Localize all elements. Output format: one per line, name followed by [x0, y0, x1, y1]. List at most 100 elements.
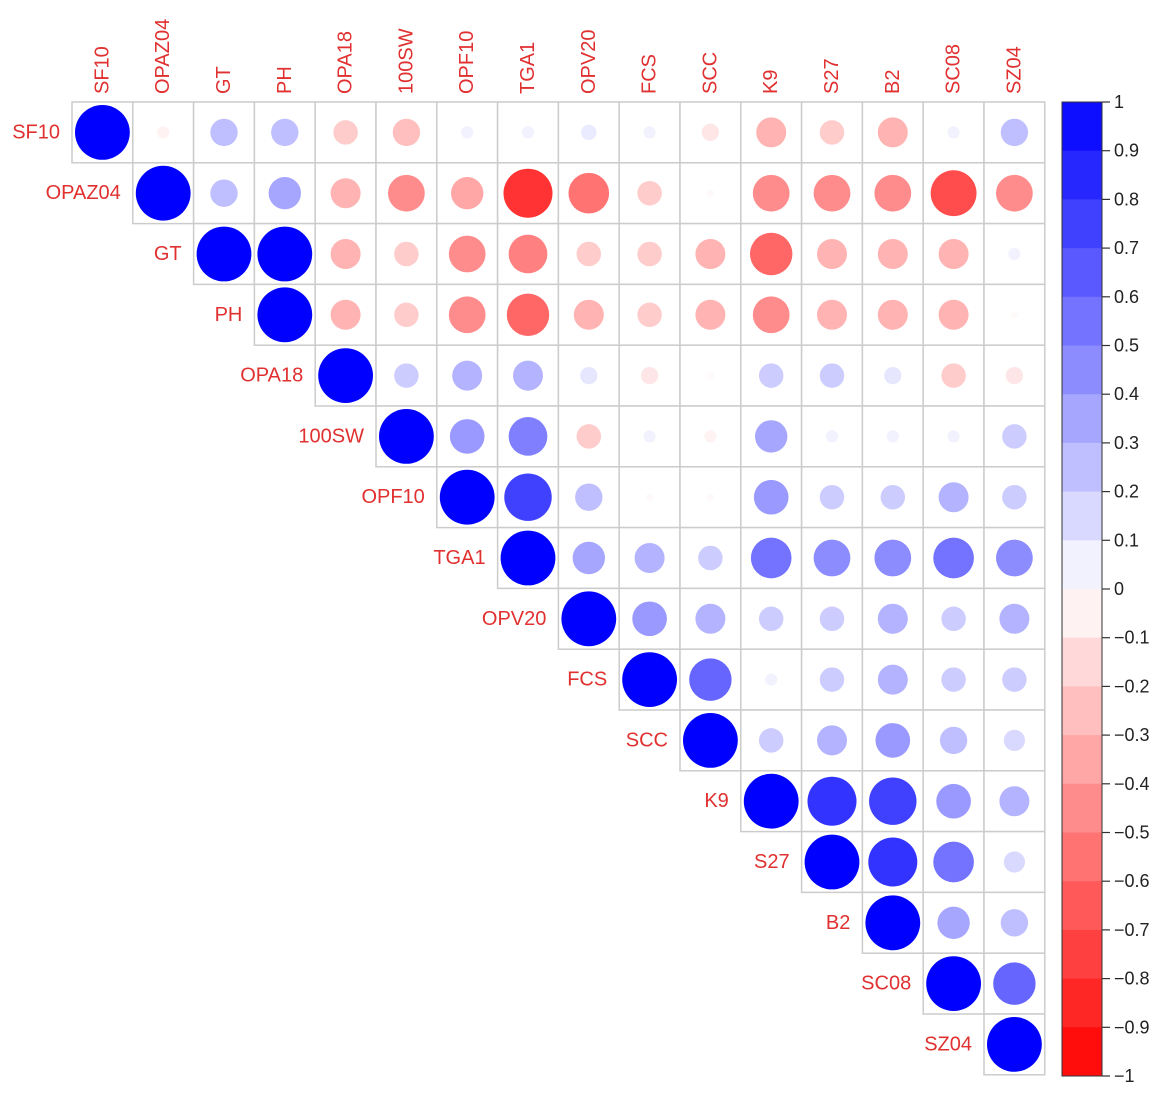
- colorbar-segment: [1062, 345, 1102, 395]
- column-label: 100SW: [395, 28, 417, 94]
- row-label: S27: [754, 851, 790, 873]
- correlation-circle: [643, 126, 656, 139]
- row-label: OPV20: [482, 608, 546, 630]
- colorbar-tick-label: 0.5: [1114, 336, 1139, 356]
- column-label: OPF10: [456, 31, 478, 94]
- correlation-circle: [816, 725, 848, 756]
- correlation-circle: [575, 483, 603, 511]
- row-label: TGA1: [433, 547, 485, 569]
- correlation-circle: [756, 117, 787, 148]
- correlation-circle: [1000, 118, 1029, 147]
- correlation-circle: [695, 238, 726, 270]
- grid-cell: [983, 891, 1046, 954]
- correlation-circle: [135, 165, 191, 221]
- correlation-circle: [758, 363, 784, 388]
- column-label: SZ04: [1003, 46, 1025, 94]
- correlation-circle: [452, 360, 483, 391]
- correlation-circle: [210, 118, 238, 147]
- correlation-circle: [947, 126, 960, 139]
- colorbar-tick-label: 0.2: [1114, 482, 1139, 502]
- correlation-circle: [394, 302, 419, 328]
- correlation-circle: [877, 238, 908, 270]
- correlation-circle: [580, 366, 598, 385]
- correlation-circle: [157, 126, 170, 139]
- correlation-circles: [75, 104, 1042, 1072]
- colorbar-segment: [1062, 832, 1102, 882]
- correlation-circle: [752, 296, 790, 334]
- colorbar-tick-label: −0.2: [1114, 676, 1150, 696]
- correlation-circle: [706, 493, 715, 502]
- correlation-circle: [941, 606, 966, 632]
- row-label: SF10: [12, 121, 60, 143]
- correlation-circle: [503, 168, 553, 218]
- correlation-circle: [875, 723, 911, 758]
- correlation-circle: [1005, 366, 1024, 385]
- correlation-circle: [333, 120, 358, 145]
- correlation-circle: [508, 234, 548, 274]
- correlation-circle: [706, 371, 715, 380]
- correlation-circle: [1003, 851, 1026, 873]
- correlation-circle: [268, 176, 302, 210]
- correlation-circle: [816, 238, 848, 270]
- row-label: GT: [154, 243, 182, 265]
- correlation-circle: [698, 545, 723, 571]
- correlation-circle: [640, 366, 659, 385]
- correlation-circle: [938, 299, 969, 330]
- row-label: SC08: [861, 973, 911, 995]
- correlation-circle: [877, 299, 908, 330]
- colorbar-segment: [1062, 102, 1102, 152]
- correlation-circle: [504, 473, 552, 521]
- correlation-circle: [825, 430, 839, 443]
- row-label: OPF10: [361, 486, 424, 508]
- correlation-circle: [804, 834, 860, 890]
- row-label: SZ04: [924, 1033, 972, 1055]
- colorbar-segment: [1062, 1027, 1102, 1077]
- colorbar-segment: [1062, 686, 1102, 736]
- correlation-circle: [379, 409, 434, 464]
- correlation-circle: [645, 493, 654, 502]
- colorbar-tick-label: 0.6: [1114, 287, 1139, 307]
- colorbar-tick-label: 0.8: [1114, 189, 1139, 209]
- correlation-circle: [996, 539, 1033, 577]
- column-label: OPAZ04: [152, 19, 174, 94]
- column-label: OPV20: [578, 30, 600, 94]
- colorbar-segment: [1062, 150, 1102, 200]
- correlation-circle: [933, 841, 974, 883]
- correlation-circle: [869, 777, 917, 825]
- column-label: GT: [213, 66, 235, 94]
- colorbar-tick-label: −1: [1114, 1066, 1135, 1086]
- correlation-circle: [947, 430, 960, 443]
- correlation-circle: [637, 180, 662, 206]
- correlation-circle: [508, 417, 548, 456]
- correlation-circle: [807, 776, 857, 826]
- correlation-circle: [330, 238, 361, 270]
- row-label: OPA18: [240, 365, 303, 387]
- grid-cell: [436, 162, 499, 225]
- correlation-circle: [877, 603, 908, 634]
- correlation-circle: [1010, 310, 1019, 319]
- colorbar-tick-label: −0.4: [1114, 774, 1150, 794]
- correlation-circle: [819, 484, 845, 510]
- colorbar-segment: [1062, 589, 1102, 639]
- colorbar-tick-label: −0.8: [1114, 969, 1150, 989]
- correlation-circle: [388, 174, 425, 212]
- colorbar-tick-label: 0.1: [1114, 530, 1139, 550]
- correlation-circle: [743, 773, 799, 829]
- colorbar-tick-label: 0: [1114, 579, 1124, 599]
- colorbar-ticks: 1 0.9 0.8 0.7 0.6 0.5 0.4 0.3 0.2 0.1 0 −0.1 −0.2 −0.…: [1102, 92, 1150, 1086]
- correlation-circle: [701, 123, 720, 142]
- colorbar-segment: [1062, 491, 1102, 541]
- correlation-circle: [819, 667, 845, 692]
- correlation-circle: [632, 601, 667, 637]
- correlation-circle: [257, 226, 313, 282]
- colorbar-segment: [1062, 978, 1102, 1028]
- correlation-circle: [1002, 667, 1027, 692]
- colorbar-segment: [1062, 637, 1102, 687]
- column-label: S27: [821, 58, 843, 94]
- row-label: PH: [215, 304, 243, 326]
- correlation-circle: [877, 117, 908, 148]
- correlation-circle: [706, 189, 715, 198]
- correlation-circle: [750, 537, 792, 579]
- row-label: SCC: [626, 729, 668, 751]
